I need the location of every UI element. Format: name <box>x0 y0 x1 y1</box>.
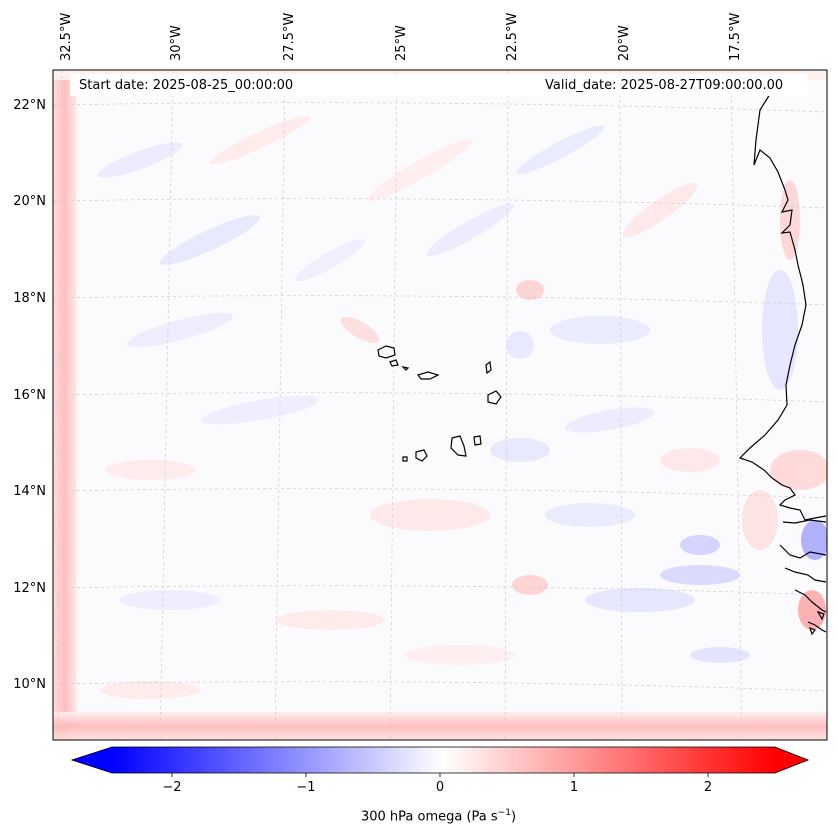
map-area <box>53 70 827 740</box>
island-santa-luzia <box>401 366 410 371</box>
bottom-boundary-band <box>53 712 827 740</box>
colorbar-max-extend <box>775 747 808 773</box>
colorbar-tick-neg1: −1 <box>296 780 316 795</box>
lon-label-32-5w: 32.5°W <box>59 12 74 61</box>
lat-label-10n: 10°N <box>13 677 46 692</box>
map-frame <box>52 69 828 741</box>
lon-label-30w: 30°W <box>169 25 184 61</box>
island-brava <box>402 456 408 462</box>
island-santiago <box>450 435 467 457</box>
lat-label-22n: 22°N <box>13 98 46 113</box>
colorbar-outline <box>70 746 810 774</box>
colorbar-tick-0: 0 <box>435 780 445 795</box>
island-sao-nicolau <box>417 371 440 380</box>
colorbar-tick-2: 2 <box>703 780 713 795</box>
colorbar-label-exponent: −1 <box>497 808 511 818</box>
colorbar-gradient <box>112 747 775 773</box>
start-date: Start date: 2025-08-25_00:00:00 <box>79 78 294 93</box>
colorbar <box>70 746 810 777</box>
lon-label-25w: 25°W <box>394 25 409 61</box>
island-maio <box>473 435 482 446</box>
left-boundary-band <box>53 70 77 740</box>
island-sal <box>485 360 492 375</box>
island-boa-vista <box>487 390 502 405</box>
colorbar-tick-1: 1 <box>569 780 579 795</box>
lon-label-20w: 20°W <box>617 25 632 61</box>
colorbar-tick-neg2: −2 <box>162 780 182 795</box>
lat-label-18n: 18°N <box>13 291 46 306</box>
valid-date: Valid_date: 2025-08-27T09:00:00.00 <box>545 78 784 93</box>
island-fogo <box>415 449 428 462</box>
lat-label-16n: 16°N <box>13 388 46 403</box>
graticule <box>53 70 827 740</box>
island-santo-antao <box>377 345 396 359</box>
colorbar-label-main: 300 hPa omega (Pa s <box>360 809 498 825</box>
lat-label-14n: 14°N <box>13 484 46 499</box>
weak-anomalies <box>97 115 827 699</box>
lon-label-27-5w: 27.5°W <box>282 12 297 61</box>
african-coastline <box>738 93 827 636</box>
lon-label-17-5w: 17.5°W <box>728 12 743 61</box>
lon-label-22-5w: 22.5°W <box>505 12 520 61</box>
island-sao-vicente <box>389 359 399 367</box>
colorbar-label-close: ) <box>510 809 517 825</box>
colorbar-tickmarks <box>171 773 709 777</box>
colorbar-min-extend <box>72 747 112 773</box>
lat-label-12n: 12°N <box>13 581 46 596</box>
colorbar-label: 300 hPa omega (Pa s−1) <box>0 808 837 824</box>
lat-label-20n: 20°N <box>13 194 46 209</box>
cape-verde-islands <box>377 345 502 462</box>
header-background <box>70 74 808 96</box>
